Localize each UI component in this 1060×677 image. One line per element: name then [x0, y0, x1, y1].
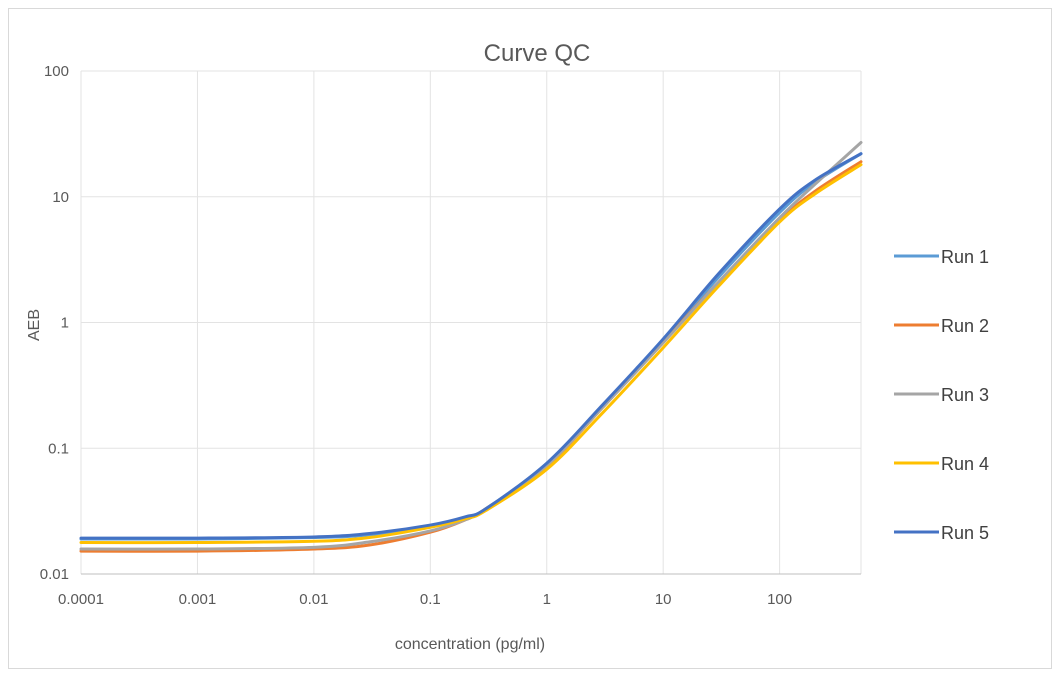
chart-svg: 0.0001 0.001 0.01 0.1 1 10 100 0.01 0.1 1 10 100 Cu… [26, 40, 989, 653]
grid-layer [80, 70, 862, 575]
x-tick-label: 1 [543, 591, 551, 608]
x-tick-label: 0.0001 [58, 591, 104, 608]
legend: Run 1 Run 2 Run 3 Run 4 Run 5 [894, 247, 989, 543]
y-tick-label: 10 [52, 189, 69, 206]
x-tick-label: 0.1 [420, 591, 441, 608]
chart-frame: 0.0001 0.001 0.01 0.1 1 10 100 0.01 0.1 1 10 100 Cu… [8, 8, 1052, 669]
y-tick-label: 100 [44, 63, 69, 80]
x-axis-title: concentration (pg/ml) [395, 636, 545, 653]
chart-title: Curve QC [484, 40, 591, 67]
x-tick-label: 100 [767, 591, 792, 608]
legend-label: Run 3 [941, 385, 989, 405]
legend-label: Run 1 [941, 247, 989, 267]
series-line-run-5 [79, 152, 863, 540]
legend-label: Run 4 [941, 454, 989, 474]
series-line-run-1 [79, 152, 863, 541]
x-tick-label: 0.001 [179, 591, 217, 608]
series-line-run-4 [79, 163, 863, 545]
legend-label: Run 2 [941, 316, 989, 336]
series-layer [79, 141, 863, 553]
series-line-run-3 [79, 141, 863, 551]
legend-label: Run 5 [941, 523, 989, 543]
x-tick-label: 10 [655, 591, 672, 608]
y-tick-label: 1 [61, 315, 69, 332]
x-tick-label: 0.01 [299, 591, 328, 608]
y-axis-title: AEB [26, 309, 43, 341]
y-tick-label: 0.01 [40, 566, 69, 583]
series-line-run-2 [79, 160, 863, 553]
tick-labels: 0.0001 0.001 0.01 0.1 1 10 100 0.01 0.1 1 10 100 [40, 63, 792, 608]
y-tick-label: 0.1 [48, 440, 69, 457]
